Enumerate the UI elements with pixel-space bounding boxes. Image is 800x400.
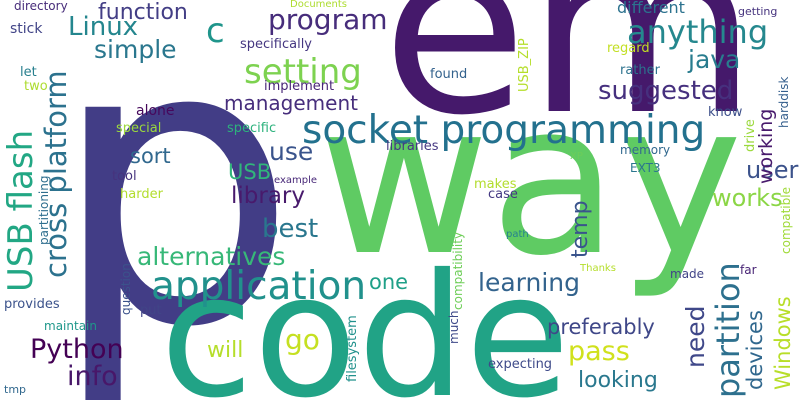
word-thanks: Thanks xyxy=(580,263,616,274)
word-provides: provides xyxy=(4,297,60,312)
word-ext3: EXT3 xyxy=(630,161,661,175)
word-usb-flash: USB flash xyxy=(1,129,41,292)
word-libraries: libraries xyxy=(386,139,439,154)
word-partitioning: partitioning xyxy=(37,175,51,246)
word-suggested: suggested xyxy=(598,76,734,106)
word-directory: directory xyxy=(14,0,68,13)
word-usb: USB xyxy=(228,160,272,184)
word-socket-programming: socket programming xyxy=(302,108,706,153)
word-function: function xyxy=(98,0,188,25)
word-setting: setting xyxy=(244,52,362,92)
word-p: p xyxy=(50,0,298,400)
word-documents: Documents xyxy=(290,0,348,10)
word-drive: drive xyxy=(743,119,758,152)
word-maintain: maintain xyxy=(44,319,97,333)
word-tool: tool xyxy=(112,169,137,184)
word-c: c xyxy=(206,11,225,51)
word-python: Python xyxy=(30,334,124,365)
word-code: code xyxy=(160,238,570,400)
word-alone: alone xyxy=(136,103,175,119)
word-xp: XP xyxy=(570,151,583,162)
word-works: works xyxy=(712,184,783,212)
word-filesystem: filesystem xyxy=(345,315,360,382)
word-much: much xyxy=(447,310,461,345)
word-alternatives: alternatives xyxy=(137,242,286,271)
word-need: need xyxy=(681,305,710,368)
word-getting: getting xyxy=(738,5,778,18)
word-makes: makes xyxy=(474,177,517,192)
word-one: one xyxy=(369,270,409,294)
word-compatible: compatible xyxy=(779,187,793,254)
word-rather: rather xyxy=(620,63,660,78)
word-special: special xyxy=(116,121,162,136)
word-memory: memory xyxy=(620,143,671,157)
word-will: will xyxy=(207,338,244,363)
word-implement: implement xyxy=(264,79,335,94)
word-temp: temp xyxy=(568,200,593,258)
word-let: let xyxy=(20,65,37,80)
word-way: way xyxy=(318,57,743,302)
word-devices: devices xyxy=(743,310,767,390)
word-know: know xyxy=(708,105,743,120)
word-question: question xyxy=(119,263,133,315)
word-application: application xyxy=(151,264,367,309)
word-path: path xyxy=(506,229,529,240)
word-compatibility: compatibility xyxy=(451,231,465,310)
word-harddisk: harddisk xyxy=(777,76,791,128)
word-example: example xyxy=(274,175,318,186)
word-far: far xyxy=(740,263,757,277)
word-em: em xyxy=(382,0,758,167)
word-preferably: preferably xyxy=(547,315,655,339)
word-java: java xyxy=(688,45,741,74)
word-case: case xyxy=(488,187,518,202)
word-learning: learning xyxy=(478,268,580,297)
word-put: put xyxy=(140,303,162,318)
word-expecting: expecting xyxy=(488,357,553,372)
word-looking: looking xyxy=(578,368,658,393)
word-usb-zip: USB_ZIP xyxy=(517,38,532,92)
word-specific: specific xyxy=(227,121,277,136)
word-library: library xyxy=(231,183,305,209)
word-program: program xyxy=(268,3,388,36)
word-specifically: specifically xyxy=(240,37,313,52)
word-found: found xyxy=(430,67,468,82)
word-harder: harder xyxy=(120,187,163,202)
word-anything: anything xyxy=(627,13,769,51)
word-two: two xyxy=(24,79,48,94)
word-windows: Windows xyxy=(771,296,795,390)
word-made: made xyxy=(670,267,705,281)
word-use: use xyxy=(269,137,314,166)
word-simple: simple xyxy=(94,35,177,64)
word-working: working xyxy=(755,108,777,184)
word-different: different xyxy=(617,0,685,17)
word-best: best xyxy=(262,214,319,244)
word-pass: pass xyxy=(568,336,630,367)
word-go: go xyxy=(285,323,320,356)
word-sort: sort xyxy=(130,144,171,168)
word-cross-platform: cross platform xyxy=(39,70,73,278)
word-info: info xyxy=(67,361,118,392)
word-stick: stick xyxy=(10,21,43,37)
word-tmp: tmp xyxy=(4,383,27,396)
word-partition: partition xyxy=(709,262,747,398)
word-regard: regard xyxy=(607,41,650,56)
word-management: management xyxy=(224,91,358,115)
word-user: user xyxy=(746,156,799,184)
word-linux: Linux xyxy=(68,12,139,42)
